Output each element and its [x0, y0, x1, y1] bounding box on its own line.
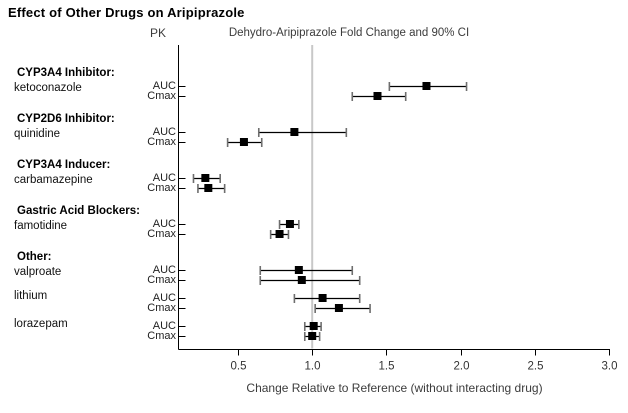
point-estimate-marker [290, 128, 299, 136]
x-tick-label: 1.0 [305, 361, 321, 373]
pk-metric-label: AUC [152, 80, 176, 92]
x-axis-title: Change Relative to Reference (without in… [246, 381, 543, 395]
point-estimate-marker [318, 294, 327, 302]
x-tick-label: 0.5 [231, 361, 247, 373]
point-estimate-marker [204, 184, 213, 192]
drug-name: carbamazepine [14, 174, 93, 186]
point-estimate-marker [308, 332, 317, 340]
point-estimate-marker [201, 174, 210, 182]
point-estimate-marker [373, 92, 382, 100]
drug-name: lithium [14, 290, 48, 302]
pk-metric-label: Cmax [147, 182, 176, 194]
drug-name: ketoconazole [14, 82, 82, 94]
pk-metric-label: Cmax [147, 302, 176, 314]
point-estimate-marker [275, 230, 284, 238]
drug-name: lorazepam [14, 318, 68, 330]
pk-metric-label: AUC [152, 218, 176, 230]
pk-metric-label: AUC [152, 126, 176, 138]
pk-metric-label: Cmax [147, 330, 176, 342]
point-estimate-marker [334, 304, 343, 312]
drug-name: quinidine [14, 128, 61, 140]
group-heading: Gastric Acid Blockers: [17, 205, 140, 217]
point-estimate-marker [422, 82, 431, 90]
point-estimate-marker [297, 276, 306, 284]
point-estimate-marker [285, 220, 294, 228]
x-tick-label: 3.0 [602, 361, 618, 373]
pk-metric-label: AUC [152, 320, 176, 332]
pk-metric-label: Cmax [147, 90, 176, 102]
group-heading: Other: [17, 251, 52, 263]
point-estimate-marker [294, 266, 303, 274]
pk-metric-label: AUC [152, 264, 176, 276]
group-heading: CYP3A4 Inducer: [17, 159, 111, 171]
x-tick-label: 2.0 [454, 361, 470, 373]
pk-metric-label: Cmax [147, 228, 176, 240]
figure-title: Effect of Other Drugs on Aripiprazole [8, 5, 245, 20]
drug-name: valproate [14, 266, 62, 278]
plot-header: Dehydro-Aripiprazole Fold Change and 90%… [228, 27, 470, 39]
pk-metric-label: Cmax [147, 136, 176, 148]
group-heading: CYP3A4 Inhibitor: [17, 67, 115, 79]
pk-metric-label: AUC [152, 292, 176, 304]
drug-name: famotidine [14, 220, 68, 232]
x-tick-label: 2.5 [528, 361, 544, 373]
point-estimate-marker [239, 138, 248, 146]
pk-metric-label: Cmax [147, 274, 176, 286]
pk-column-header: PK [149, 26, 166, 40]
group-heading: CYP2D6 Inhibitor: [17, 113, 115, 125]
x-tick-label: 1.5 [379, 361, 395, 373]
pk-metric-label: AUC [152, 172, 176, 184]
point-estimate-marker [309, 322, 318, 330]
